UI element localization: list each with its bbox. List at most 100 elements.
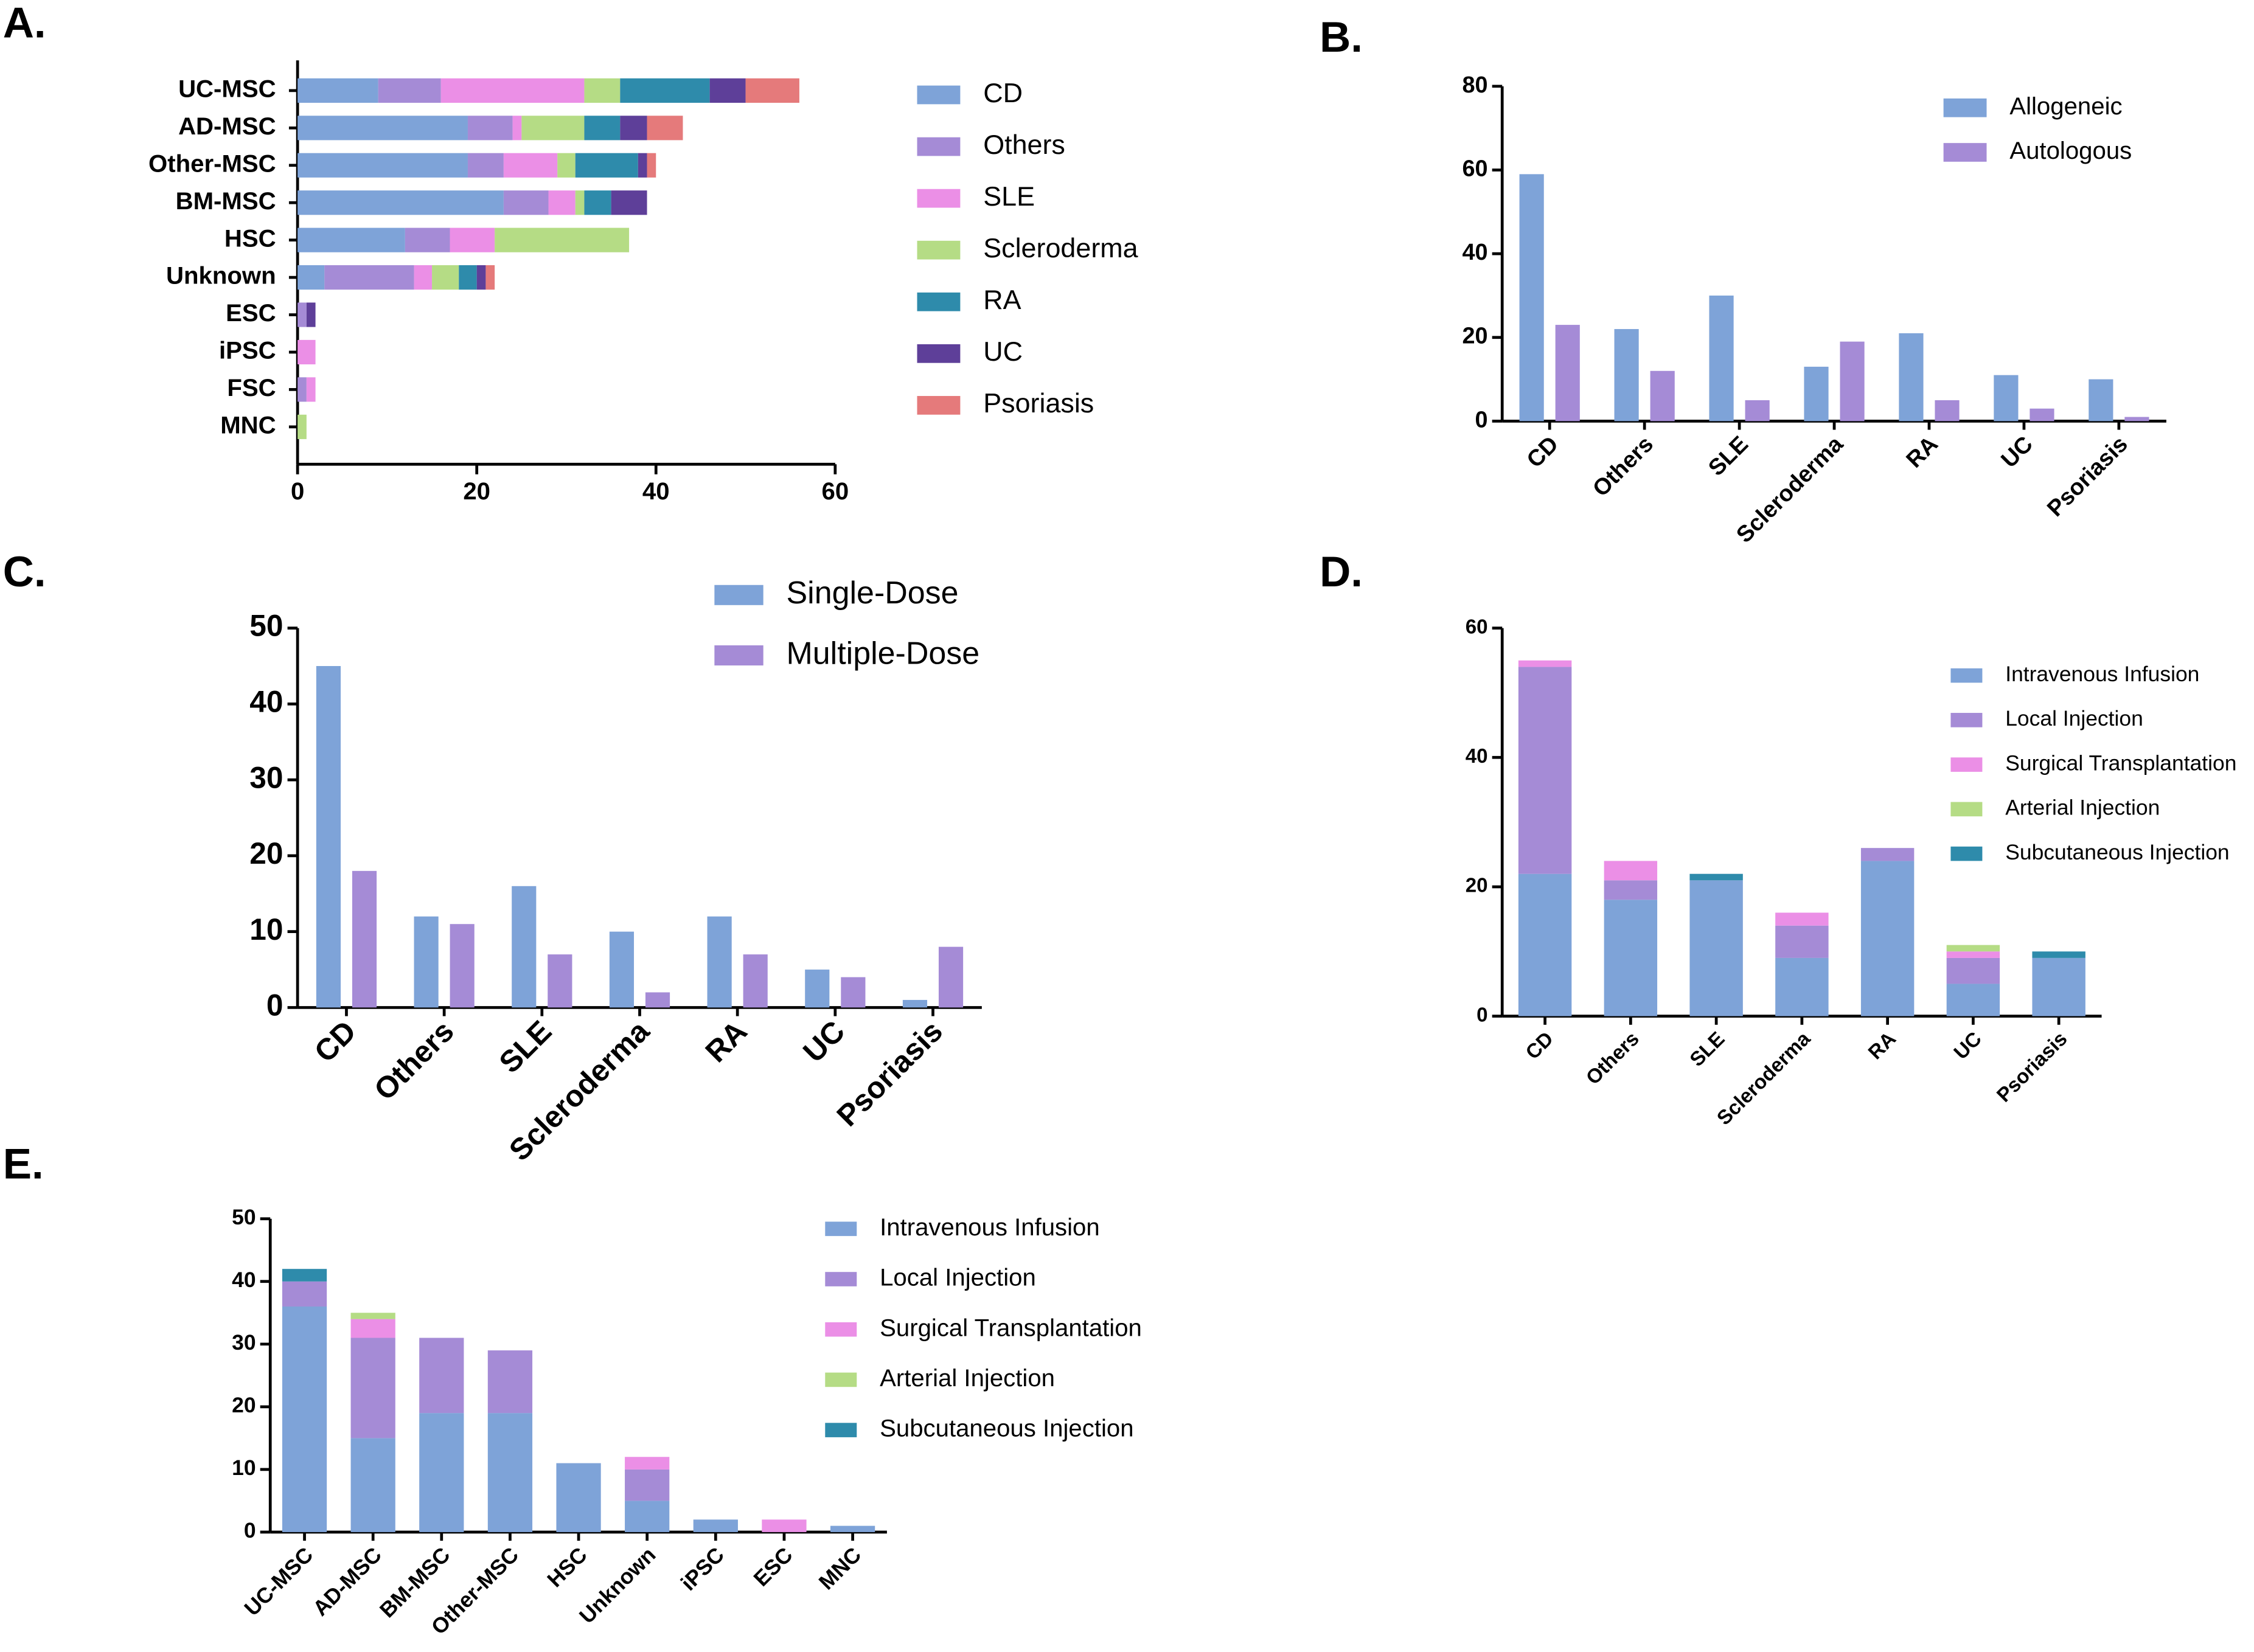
y-tick-label: 0 [266,988,283,1022]
bar-segment [282,1307,327,1532]
y-tick-label: AD-MSC [178,113,276,140]
bar-segment [350,1319,395,1338]
bar-segment [350,1313,395,1319]
bar-segment [575,190,585,215]
bar [841,977,866,1008]
bar-segment [297,377,307,402]
x-tick-label: RA [698,1014,753,1069]
bar-segment [297,116,468,141]
legend-swatch [1950,846,1983,861]
y-tick-label: 20 [249,836,283,870]
legend-label: Intravenous Infusion [2005,662,2199,686]
bar [1650,370,1675,422]
bar-segment [625,1469,670,1501]
y-tick-label: HSC [224,224,276,252]
bar [1745,400,1770,422]
bar-segment [450,227,495,252]
legend-label: Allogeneic [2009,92,2122,120]
bar-segment [306,302,316,327]
x-tick-label: 20 [463,477,490,505]
bar [645,992,670,1008]
y-tick-label: FSC [227,374,276,401]
panel-label: B. [1320,13,1363,61]
y-tick-label: UC-MSC [178,75,276,103]
legend-swatch [825,1372,857,1387]
bar-segment [647,153,656,178]
bar [352,870,377,1008]
legend-swatch [917,344,961,363]
bar-segment [1946,984,2000,1016]
legend-swatch [825,1272,857,1286]
y-tick-label: 60 [1463,156,1488,181]
x-tick-label: HSC [543,1543,592,1592]
bar [316,666,341,1008]
bar-segment [830,1525,875,1532]
bar [743,954,768,1008]
legend-swatch [825,1322,857,1337]
bar-segment [378,78,441,103]
x-tick-label: SLE [1703,431,1753,481]
legend-label: Subcutaneous Injection [2005,840,2229,864]
bar-segment [556,1463,601,1532]
legend-swatch [714,585,764,605]
legend-swatch [917,292,961,311]
y-tick-label: Other-MSC [148,150,276,177]
bar-segment [1946,957,2000,984]
x-tick-label: UC [796,1014,851,1069]
x-tick-label: AD-MSC [308,1543,386,1621]
x-tick-label: 40 [642,477,670,505]
y-tick-label: 10 [232,1456,256,1480]
bar-segment [1775,912,1829,926]
bar-segment [414,265,433,290]
y-tick-label: 40 [249,685,283,719]
legend-label: Arterial Injection [2005,796,2160,820]
x-tick-label: 0 [291,477,304,505]
y-tick-label: 40 [1466,745,1488,768]
legend-label: SLE [983,181,1035,212]
legend-label: Autologous [2009,137,2132,164]
bar-segment [620,116,647,141]
legend-label: Arterial Injection [880,1364,1055,1392]
bar [2124,417,2149,422]
bar-segment [297,190,504,215]
bar [2030,408,2054,422]
y-tick-label: 40 [1463,240,1488,265]
bar-segment [625,1457,670,1470]
legend-label: UC [983,336,1023,367]
x-tick-label: MNC [814,1543,866,1594]
x-tick-label: ESC [749,1543,798,1591]
legend-swatch [1943,143,1987,162]
y-tick-label: 0 [244,1518,256,1543]
bar-segment [1946,951,2000,958]
bar-segment [647,116,683,141]
y-tick-label: Unknown [166,262,276,290]
bar [450,924,475,1008]
bar-segment [1518,873,1572,1016]
bar-segment [584,116,621,141]
bar-segment [1518,667,1572,874]
bar-segment [440,78,585,103]
x-tick-label: RA [1902,431,1943,473]
bar-segment [297,153,468,178]
bar-segment [495,227,630,252]
bar-segment [693,1519,738,1532]
legend-label: Local Injection [2005,706,2143,731]
x-tick-label: Psoriasis [1992,1027,2071,1106]
bar-segment [503,153,558,178]
legend-label: Intravenous Infusion [880,1213,1100,1241]
y-tick-label: 50 [232,1205,256,1229]
bar-segment [557,153,576,178]
bar [609,931,635,1008]
bar-segment [487,1350,533,1414]
bar-segment [1604,900,1658,1016]
panel-label: A. [3,0,46,47]
bar-segment [350,1438,395,1532]
legend-label: Surgical Transplantation [880,1314,1142,1341]
bar-segment [297,339,316,365]
y-tick-label: 20 [1463,324,1488,349]
bar-segment [2032,951,2085,958]
y-tick-label: 10 [249,912,283,946]
bar-segment [620,78,710,103]
bar-segment [1946,945,2000,952]
